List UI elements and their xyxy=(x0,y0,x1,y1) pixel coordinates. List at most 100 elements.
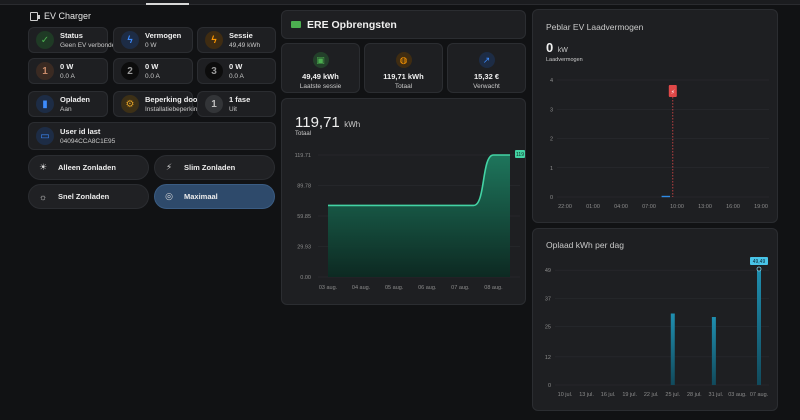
solar-icon: ☀ xyxy=(38,162,48,172)
x-tick-label: 07 aug. xyxy=(750,392,769,398)
peblar-line-chart: 0 1 2 3 4 22:00 01:00 04:00 07:00 10:00 13:00 16:00… xyxy=(550,78,769,210)
stat-label: Totaal xyxy=(394,83,413,90)
tile-vermogen[interactable]: ϟ Vermogen 0 W xyxy=(113,27,193,53)
y-tick-label: 4 xyxy=(550,78,553,84)
tile-1-fase[interactable]: 1 1 fase Uit xyxy=(197,91,276,117)
bolt-icon: ϟ xyxy=(205,31,223,49)
y-tick-label: 0 xyxy=(550,195,553,201)
daily-bar-chart: 0 12 25 37 49 10 jul. 13 jul. 16 jul. 19 jul. 22 … xyxy=(545,257,769,398)
now-marker-badge xyxy=(668,85,677,97)
total-value: 119,71 xyxy=(295,114,340,131)
tile-label: Beperking door xyxy=(145,94,201,104)
tile-value: Installatiebeperking xyxy=(145,105,202,113)
stat-value: 49,49 kWh xyxy=(302,72,339,81)
tile-value: 49,49 kWh xyxy=(229,41,261,49)
ere-icon xyxy=(291,21,301,28)
bolt-icon: ⚡ xyxy=(671,89,675,96)
x-tick-label: 28 jul. xyxy=(687,392,702,398)
phase-1-icon: 1 xyxy=(205,95,223,113)
area-fill xyxy=(328,155,510,277)
phase-3-icon: 3 xyxy=(205,62,223,80)
x-tick-label: 10:00 xyxy=(670,204,684,210)
tile-0-w[interactable]: 3 0 W 0.0 A xyxy=(197,58,276,84)
x-tick-label: 08 aug. xyxy=(484,285,503,291)
x-tick-label: 25 jul. xyxy=(665,392,680,398)
daily-bar xyxy=(711,317,716,385)
tile-0-w[interactable]: 1 0 W 0.0 A xyxy=(28,58,108,84)
x-tick-label: 04:00 xyxy=(614,204,628,210)
value-badge-label: 49,49 xyxy=(753,259,766,265)
value-badge xyxy=(515,150,525,158)
x-tick-label: 19 jul. xyxy=(622,392,637,398)
daily-title: Oplaad kWh per dag xyxy=(546,240,624,250)
phase-2-icon: 2 xyxy=(121,62,139,80)
y-tick-label: 12 xyxy=(545,355,551,361)
y-tick-label: 29.93 xyxy=(297,244,311,250)
tile-value: 0.0 A xyxy=(60,72,75,80)
y-tick-label: 89.78 xyxy=(297,184,311,190)
ev-charger-header: EV Charger xyxy=(30,11,91,21)
tile-value: 04094CCA8C1E95 xyxy=(60,137,116,145)
x-tick-label: 16 jul. xyxy=(601,392,616,398)
x-tick-label: 05 aug. xyxy=(385,285,404,291)
x-tick-label: 07:00 xyxy=(642,204,656,210)
mode-button-maximaal[interactable]: ◎ Maximaal xyxy=(154,184,275,209)
tile-value: Uit xyxy=(229,105,237,113)
tile-0-w[interactable]: 2 0 W 0.0 A xyxy=(113,58,193,84)
peblar-title: Peblar EV Laadvermogen xyxy=(546,22,644,32)
x-tick-label: 10 jul. xyxy=(558,392,573,398)
tile-beperking-door[interactable]: ⚙ Beperking door Installatiebeperking xyxy=(113,91,201,117)
mode-label: Maximaal xyxy=(184,192,218,201)
stat-laatste-sessie: ▣ 49,49 kWh Laatste sessie xyxy=(281,43,360,93)
tile-label: User id last xyxy=(60,126,101,136)
total-value-row: 119,71 kWh xyxy=(295,114,360,132)
tile-sessie[interactable]: ϟ Sessie 49,49 kWh xyxy=(197,27,276,53)
ev-charger-title: EV Charger xyxy=(44,11,92,21)
peblar-value-row: 0 kW xyxy=(546,39,568,57)
y-tick-label: 2 xyxy=(550,137,553,143)
limit-icon: ⚙ xyxy=(121,95,139,113)
total-area-chart: 0.00 29.93 59.85 89.78 119.71 03 aug. 04 aug. 0… xyxy=(295,150,525,291)
ere-title: ERE Opbrengsten xyxy=(307,18,397,31)
tile-label: 0 W xyxy=(60,61,74,71)
x-tick-label: 04 aug. xyxy=(352,285,371,291)
tile-value: Aan xyxy=(60,105,72,113)
ev-plug-icon xyxy=(30,11,40,21)
x-tick-label: 22:00 xyxy=(558,204,572,210)
tile-label: 0 W xyxy=(145,61,159,71)
stat-value: 119,71 kWh xyxy=(383,72,424,81)
y-tick-label: 3 xyxy=(550,107,553,113)
tile-user-id-last[interactable]: ▭ User id last 04094CCA8C1E95 xyxy=(28,122,276,150)
x-tick-label: 03 aug. xyxy=(319,285,338,291)
solar-smart-icon: ⚡ xyxy=(165,162,173,172)
x-tick-label: 07 aug. xyxy=(451,285,470,291)
total-chart-card: 119,71 kWh Totaal 0.00 29.93 59.85 89.78 119… xyxy=(281,98,526,305)
mode-button-alleen-zonladen[interactable]: ☀ Alleen Zonladen xyxy=(28,155,149,180)
mode-label: Snel Zonladen xyxy=(58,192,110,201)
peblar-value: 0 xyxy=(546,40,554,55)
peblar-unit: kW xyxy=(557,47,568,54)
total-caption: Totaal xyxy=(295,131,312,137)
x-tick-label: 22 jul. xyxy=(644,392,659,398)
ere-title-card: ERE Opbrengsten xyxy=(281,10,526,39)
tile-label: Status xyxy=(60,30,83,40)
top-nav-bar xyxy=(0,0,800,5)
x-tick-label: 01:00 xyxy=(586,204,600,210)
tile-label: Opladen xyxy=(60,94,91,104)
tile-label: 0 W xyxy=(229,61,243,71)
bar-marker xyxy=(756,266,762,272)
tile-value: 0.0 A xyxy=(229,72,244,80)
charging-icon: ▮ xyxy=(36,95,54,113)
bolt-icon: ϟ xyxy=(121,31,139,49)
value-badge xyxy=(750,257,768,265)
y-tick-label: 0 xyxy=(548,383,551,389)
y-tick-label: 37 xyxy=(545,296,551,302)
mode-button-slim-zonladen[interactable]: ⚡ Slim Zonladen xyxy=(154,155,275,180)
tile-label: Sessie xyxy=(229,30,253,40)
tile-opladen[interactable]: ▮ Opladen Aan xyxy=(28,91,108,117)
mode-button-snel-zonladen[interactable]: ☼ Snel Zonladen xyxy=(28,184,149,209)
x-tick-label: 13 jul. xyxy=(579,392,594,398)
tile-status[interactable]: ✓ Status Geen EV verbonden xyxy=(28,27,119,53)
stat-verwacht: ↗ 15,32 € Verwacht xyxy=(447,43,526,93)
y-tick-label: 0.00 xyxy=(300,275,311,281)
